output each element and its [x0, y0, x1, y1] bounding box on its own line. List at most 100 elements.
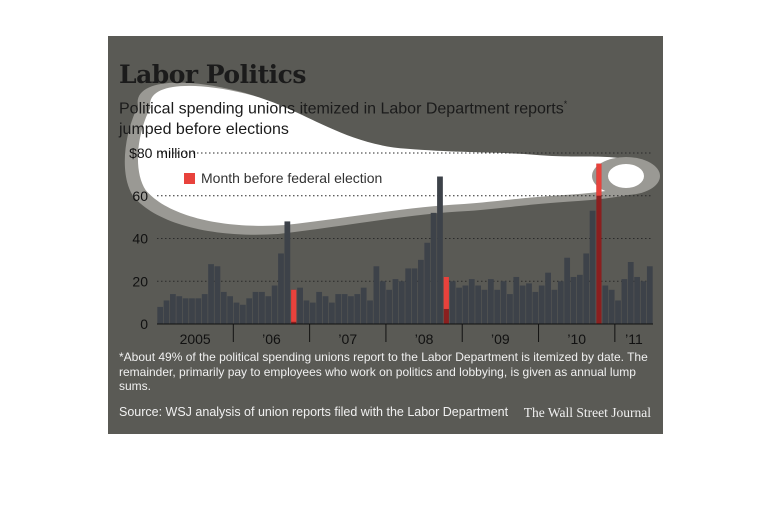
bar — [163, 300, 170, 324]
election-bar — [596, 163, 602, 196]
bar — [335, 294, 342, 324]
bar — [386, 289, 392, 324]
bar — [551, 289, 558, 324]
bar — [608, 289, 615, 324]
bar — [500, 281, 507, 324]
bar — [220, 291, 227, 324]
bar — [316, 291, 323, 324]
bar — [284, 221, 291, 324]
x-tick-label: ’10 — [567, 331, 586, 347]
bar — [481, 289, 488, 324]
bar — [367, 300, 373, 324]
bar — [487, 279, 494, 324]
bar — [405, 268, 412, 324]
bar — [265, 296, 272, 324]
x-tick-label: 2005 — [180, 331, 211, 347]
bar — [494, 289, 501, 324]
source-note: Source: WSJ analysis of union reports fi… — [119, 405, 509, 419]
bar — [239, 304, 246, 324]
chart-title: Labor Politics — [119, 60, 306, 89]
bar — [398, 281, 405, 324]
bar — [449, 281, 456, 324]
bar — [201, 294, 208, 324]
election-bar — [291, 289, 297, 322]
bar — [309, 302, 316, 324]
publisher-credit: The Wall Street Journal — [523, 405, 651, 420]
bar — [157, 306, 164, 324]
legend: Month before federal election — [184, 170, 382, 186]
bar — [430, 212, 437, 324]
bar — [252, 291, 259, 324]
bar — [176, 296, 183, 324]
bar — [437, 176, 443, 324]
highlight-small-fill — [608, 164, 644, 188]
bar — [373, 266, 380, 324]
bar — [360, 287, 367, 324]
x-tick-label: ’07 — [338, 331, 357, 347]
bar — [424, 242, 431, 324]
bar — [456, 287, 462, 324]
bar — [507, 294, 513, 324]
bar — [392, 279, 399, 324]
bar — [621, 279, 628, 324]
bar — [418, 259, 424, 324]
bar — [475, 285, 482, 324]
bar — [462, 285, 469, 324]
bar — [259, 291, 265, 324]
election-bar-shadow — [596, 163, 602, 324]
bar — [411, 268, 418, 324]
bar — [303, 300, 310, 324]
subtitle-line-2: jumped before elections — [119, 121, 289, 139]
bar — [246, 298, 253, 324]
bar — [341, 294, 348, 324]
bar — [208, 264, 214, 324]
bar — [297, 287, 303, 324]
bar — [170, 294, 176, 324]
bar — [634, 276, 640, 324]
bar — [583, 253, 590, 324]
bar-chart: $80 million 60 40 20 0 2005 ’06 ’07 ’08 ’09 ’10 ’11 — [124, 82, 660, 347]
y-tick-label: 60 — [132, 188, 148, 204]
bar — [233, 302, 240, 324]
bar — [227, 296, 234, 324]
subtitle-line-1: Political spending unions itemized in La… — [119, 100, 564, 118]
bar — [602, 285, 609, 324]
bar — [513, 276, 520, 324]
bar — [189, 298, 195, 324]
bar — [526, 283, 532, 324]
bar — [519, 285, 526, 324]
bar — [589, 210, 596, 324]
legend-swatch-election — [184, 172, 195, 184]
x-tick-label: ’11 — [625, 331, 643, 347]
bar — [468, 279, 475, 324]
y-tick-label: 0 — [140, 316, 148, 332]
bar — [214, 266, 221, 324]
x-tick-label: ’08 — [415, 331, 434, 347]
bar — [322, 296, 329, 324]
bar — [570, 276, 577, 324]
bar — [627, 262, 634, 324]
x-tick-label: ’06 — [262, 331, 281, 347]
highlight-fill — [137, 85, 643, 226]
bar — [545, 272, 551, 324]
bar — [195, 298, 202, 324]
bar — [348, 296, 354, 324]
bar — [538, 285, 545, 324]
bar — [379, 281, 386, 324]
chart-card: $80 million 60 40 20 0 2005 ’06 ’07 ’08 ’09 ’10 ’11… — [108, 36, 663, 434]
bar — [182, 298, 189, 324]
legend-label-election: Month before federal election — [201, 170, 383, 186]
y-tick-label: 20 — [132, 273, 148, 289]
bar — [615, 300, 621, 324]
footnote: *About 49% of the political spending uni… — [119, 350, 648, 393]
bar — [532, 291, 539, 324]
bar — [640, 281, 647, 324]
bar — [278, 253, 284, 324]
bar — [271, 285, 278, 324]
subtitle-footnote-marker: * — [563, 99, 568, 109]
y-tick-label: $80 million — [129, 145, 196, 161]
election-bar — [443, 276, 449, 309]
bar — [328, 302, 335, 324]
bar — [564, 257, 571, 324]
chart-subtitle: Political spending unions itemized in La… — [119, 94, 619, 140]
